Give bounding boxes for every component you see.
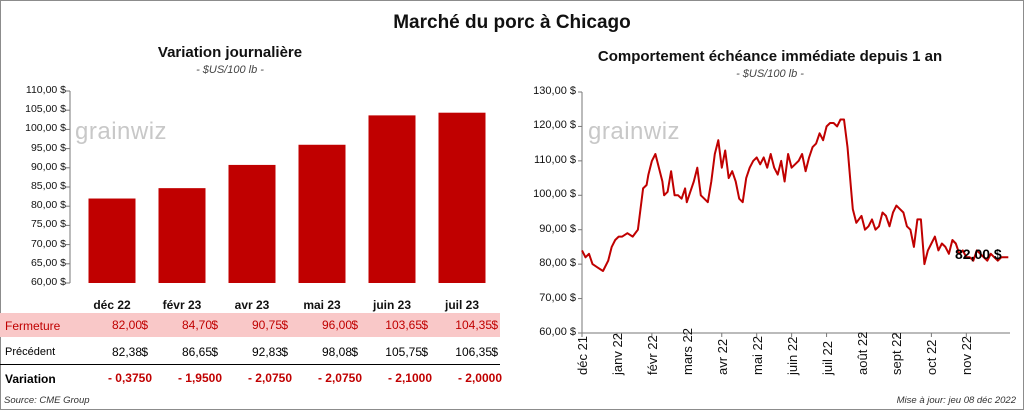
month-label: nov 22: [959, 335, 975, 375]
close-value: 103,65: [385, 318, 422, 332]
bar-mai-23: [298, 144, 346, 283]
left-y-tick: 100,00 $: [25, 122, 66, 135]
left-watermark: grainwiz: [75, 118, 168, 145]
month-label: oct 22: [924, 339, 940, 375]
right-y-tick: 120,00 $: [533, 119, 576, 132]
left-y-tick: 80,00 $: [30, 199, 66, 212]
close-unit: $: [421, 318, 428, 332]
previous-unit: $: [421, 345, 428, 359]
previous-unit: $: [351, 345, 358, 359]
main-title: Marché du porc à Chicago: [393, 12, 631, 33]
category-label: févr 23: [162, 298, 202, 312]
bar-févr-23: [158, 188, 206, 283]
right-y-tick: 100,00 $: [533, 188, 576, 201]
close-value: 90,75: [251, 318, 282, 332]
right-y-tick: 70,00 $: [539, 291, 576, 304]
left-y-tick: 60,00 $: [30, 276, 66, 288]
previous-value: 106,35: [455, 345, 492, 359]
category-label: juil 23: [444, 298, 479, 312]
category-label: déc 22: [93, 298, 131, 312]
right-panel-subtitle: - $US/100 lb -: [736, 68, 804, 80]
right-y-tick: 90,00 $: [539, 222, 576, 235]
month-label: juin 22: [784, 336, 800, 375]
close-row-label: Fermeture: [5, 319, 61, 333]
category-label: mai 23: [303, 298, 341, 312]
change-value: - 1,9500: [177, 371, 222, 385]
last-price-label: 82,00 $: [955, 246, 1002, 262]
month-label: août 22: [854, 331, 870, 375]
left-panel-title: Variation journalière: [157, 44, 303, 61]
right-y-tick: 110,00 $: [533, 153, 576, 166]
left-y-tick: 90,00 $: [30, 160, 66, 173]
close-unit: $: [211, 318, 218, 332]
right-y-tick: 130,00 $: [533, 85, 576, 97]
update-note: Mise à jour: jeu 08 déc 2022: [896, 395, 1016, 406]
bar-déc-22: [88, 198, 136, 283]
left-y-tick: 70,00 $: [30, 237, 66, 250]
previous-unit: $: [281, 345, 288, 359]
previous-value: 98,08: [321, 345, 352, 359]
month-label: janv 22: [609, 333, 625, 375]
close-unit: $: [351, 318, 358, 332]
month-label: déc 21: [575, 335, 590, 375]
category-label: avr 23: [234, 298, 270, 312]
month-label: sept 22: [889, 332, 905, 375]
change-value: - 2,0750: [247, 371, 292, 385]
month-label: mars 22: [679, 328, 695, 375]
left-y-tick: 110,00 $: [25, 84, 66, 96]
change-value: - 0,3750: [107, 371, 152, 385]
source-note: Source: CME Group: [4, 395, 90, 406]
month-label: mai 22: [749, 335, 765, 375]
previous-unit: $: [141, 345, 148, 359]
change-row-label: Variation: [5, 372, 56, 386]
close-value: 84,70: [181, 318, 212, 332]
close-unit: $: [141, 318, 148, 332]
left-panel-subtitle: - $US/100 lb -: [196, 64, 264, 76]
left-y-tick: 95,00 $: [30, 141, 66, 154]
previous-value: 92,83: [251, 345, 282, 359]
previous-unit: $: [211, 345, 218, 359]
previous-value: 82,38: [111, 345, 142, 359]
left-y-tick: 65,00 $: [30, 256, 66, 269]
month-label: févr 22: [644, 335, 660, 375]
bar-avr-23: [228, 164, 276, 283]
month-label: juil 22: [819, 341, 835, 375]
left-y-tick: 85,00 $: [30, 180, 66, 192]
close-value: 82,00: [111, 318, 142, 332]
close-row-highlight: [0, 313, 500, 337]
previous-value: 86,65: [181, 345, 212, 359]
table-divider: [0, 364, 500, 365]
left-y-tick: 105,00 $: [25, 103, 66, 116]
bar-juin-23: [368, 115, 416, 283]
category-label: juin 23: [372, 298, 411, 312]
right-y-tick: 80,00 $: [539, 257, 576, 270]
close-unit: $: [491, 318, 498, 332]
price-series-line: [581, 118, 1009, 272]
right-y-tick: 60,00 $: [539, 326, 576, 338]
right-watermark: grainwiz: [588, 118, 681, 145]
change-value: - 2,0000: [457, 371, 502, 385]
previous-unit: $: [491, 345, 498, 359]
previous-row-label: Précédent: [5, 346, 56, 358]
close-value: 96,00: [321, 318, 352, 332]
change-value: - 2,0750: [317, 371, 362, 385]
left-y-tick: 75,00 $: [30, 218, 66, 231]
close-value: 104,35: [455, 318, 492, 332]
close-unit: $: [281, 318, 288, 332]
previous-value: 105,75: [385, 345, 422, 359]
month-label: avr 22: [714, 338, 730, 375]
change-value: - 2,1000: [387, 371, 432, 385]
bar-juil-23: [438, 112, 486, 283]
right-panel-title: Comportement échéance immédiate depuis 1…: [597, 48, 943, 65]
